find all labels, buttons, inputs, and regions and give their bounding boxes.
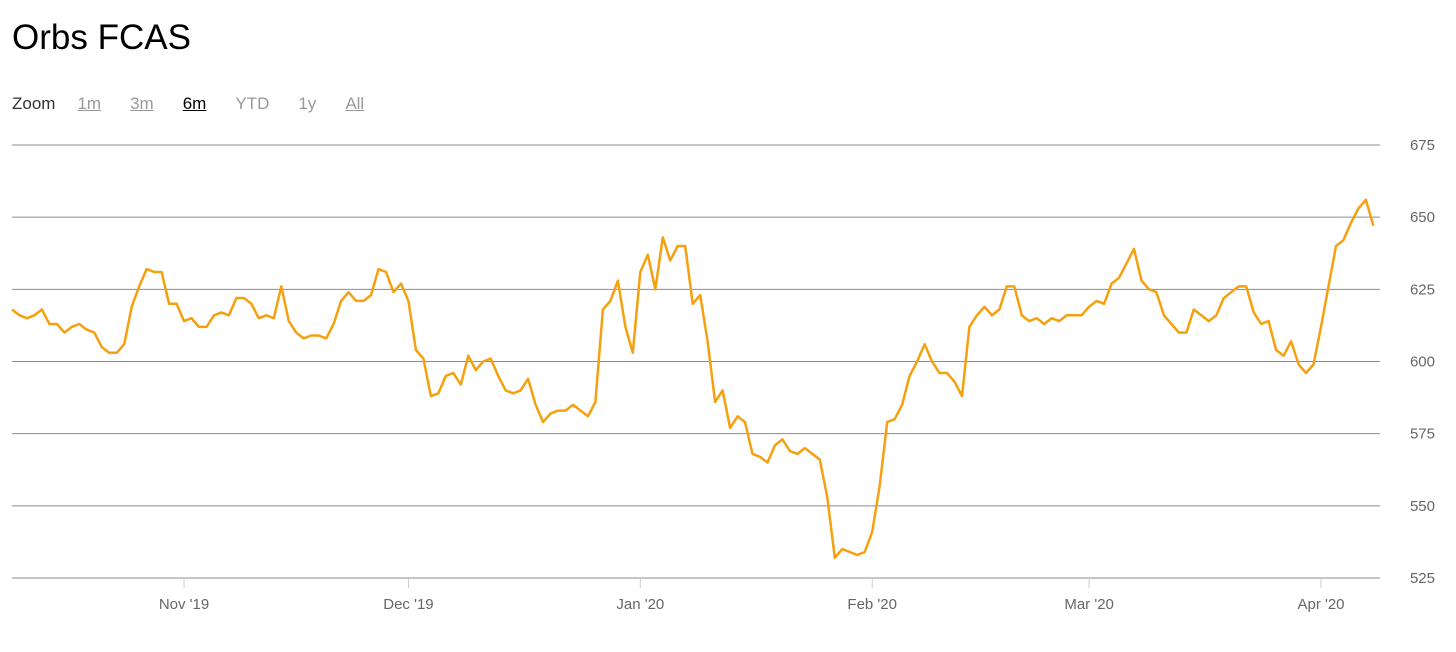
zoom-ytd-button[interactable]: YTD xyxy=(235,94,270,113)
y-tick-label: 650 xyxy=(1410,209,1435,226)
y-tick-label: 675 xyxy=(1410,137,1435,154)
zoom-3m-button[interactable]: 3m xyxy=(130,94,154,113)
x-tick-label: Mar '20 xyxy=(1064,596,1114,613)
y-tick-label: 550 xyxy=(1410,498,1435,515)
zoom-1y-button[interactable]: 1y xyxy=(298,94,317,113)
zoom-label: Zoom xyxy=(12,94,56,113)
zoom-6m-button[interactable]: 6m xyxy=(182,94,207,113)
zoom-1m-button[interactable]: 1m xyxy=(77,94,102,113)
x-tick-label: Apr '20 xyxy=(1297,596,1344,613)
series-line xyxy=(11,198,1375,560)
x-tick-label: Nov '19 xyxy=(159,596,209,613)
y-tick-label: 625 xyxy=(1410,281,1435,298)
chart-title: Orbs FCAS xyxy=(12,18,191,57)
y-tick-label: 525 xyxy=(1410,570,1435,587)
y-tick-label: 575 xyxy=(1410,426,1435,443)
zoom-selector: Zoom 1m 3m 6m YTD 1y All xyxy=(12,94,393,114)
y-tick-label: 600 xyxy=(1410,354,1435,371)
x-tick-label: Feb '20 xyxy=(847,596,897,613)
x-tick-label: Dec '19 xyxy=(383,596,433,613)
x-tick-label: Jan '20 xyxy=(616,596,664,613)
zoom-all-button[interactable]: All xyxy=(345,94,365,113)
